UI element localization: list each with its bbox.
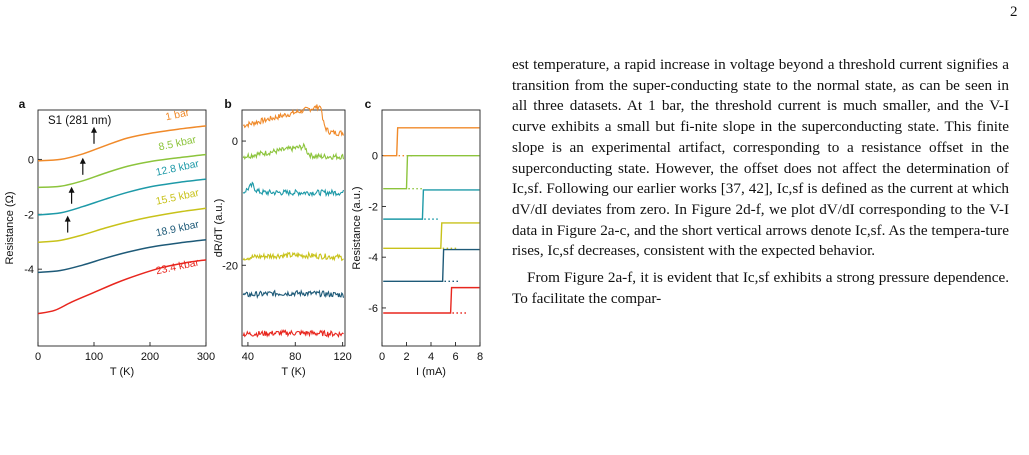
panel-a-series-label: 23.4 kbar bbox=[155, 256, 201, 277]
panel-c-ylabel: Resistance (a.u.) bbox=[351, 186, 363, 269]
panel-a-arrowhead bbox=[68, 186, 75, 193]
panel-b-curve bbox=[242, 288, 345, 299]
panel-b-ylabel: dR/dT (a.u.) bbox=[213, 199, 225, 258]
panel-c-step-curve bbox=[383, 189, 480, 220]
panel-a-xlabel: T (K) bbox=[110, 366, 134, 378]
panel-a-curve bbox=[37, 125, 207, 162]
panel-a-series-label: 18.9 kbar bbox=[155, 218, 201, 239]
panel-a-xtick-label: 0 bbox=[35, 351, 41, 363]
panel-c-xtick-label: 0 bbox=[379, 351, 385, 363]
panel-a-ylabel: Resistance (Ω) bbox=[4, 191, 16, 264]
panel-a-arrowhead bbox=[91, 126, 97, 133]
panel-b-curve bbox=[242, 250, 344, 262]
panel-c-xlabel: I (mA) bbox=[416, 366, 446, 378]
panel-b-xtick-label: 120 bbox=[333, 351, 351, 363]
panel-a-ytick-label: -4 bbox=[24, 264, 34, 276]
panel-c-xtick-label: 6 bbox=[452, 351, 458, 363]
page-number: 2 bbox=[1010, 4, 1018, 20]
panel-a-frame bbox=[37, 109, 207, 347]
panel-a-curve bbox=[37, 239, 207, 274]
panel-a-xtick-label: 100 bbox=[85, 351, 103, 363]
panel-c-xtick-label: 2 bbox=[403, 351, 409, 363]
panel-c-xtick-label: 8 bbox=[477, 351, 483, 363]
panel-a-xtick-label: 200 bbox=[141, 351, 159, 363]
panel-a-series-label: 15.5 kbar bbox=[155, 187, 201, 208]
panel-c-xtick-label: 4 bbox=[428, 351, 434, 363]
figure-2-panels: a S1 (281 nm) 0 100 200 300 0 -2 -4 T (K) Resistan… bbox=[0, 80, 505, 455]
panel-c-step-curve bbox=[383, 222, 480, 250]
panel-c-ytick-label: -6 bbox=[368, 303, 378, 315]
panel-a-ytick-label: 0 bbox=[28, 154, 34, 166]
panel-a-curve bbox=[37, 207, 207, 244]
panel-b-ytick-label: 0 bbox=[232, 136, 238, 148]
panel-b-curve bbox=[242, 104, 345, 137]
panel-a-sample-label: S1 (281 nm) bbox=[48, 115, 111, 127]
panel-a-series-label: 8.5 kbar bbox=[158, 134, 198, 154]
panel-c-letter: c bbox=[365, 97, 372, 111]
panel-c-ytick-label: 0 bbox=[372, 151, 378, 163]
panel-a-arrowhead bbox=[64, 215, 71, 222]
panel-a-curve bbox=[37, 153, 207, 189]
panel-b-curve bbox=[242, 181, 345, 198]
body-paragraph-2: From Figure 2a-f, it is evident that Ic,… bbox=[512, 269, 1009, 307]
panel-a-letter: a bbox=[19, 97, 26, 111]
panel-a-curve bbox=[37, 178, 207, 216]
panel-a-series-label: 1 bar bbox=[164, 107, 190, 124]
panel-b-curve bbox=[242, 329, 344, 339]
panel-a-arrowhead bbox=[79, 157, 86, 164]
panel-b-xlabel: T (K) bbox=[281, 366, 305, 378]
panel-c-ytick-label: -2 bbox=[368, 201, 378, 213]
panel-b-xtick-label: 80 bbox=[289, 351, 301, 363]
panel-b-xtick-label: 40 bbox=[242, 351, 254, 363]
panel-a-ytick-label: -2 bbox=[24, 209, 34, 221]
panel-c-step-curve bbox=[383, 127, 480, 157]
panel-c-step-curve bbox=[383, 154, 480, 190]
panel-c-step-curve bbox=[383, 248, 480, 282]
panel-b-ytick-label: -20 bbox=[222, 260, 238, 272]
panel-a-series-label: 12.8 kbar bbox=[155, 158, 201, 179]
panel-b-letter: b bbox=[224, 97, 231, 111]
panel-a-curve bbox=[37, 259, 207, 315]
body-paragraph-1: est temperature, a rapid increase in vol… bbox=[512, 56, 1009, 260]
panel-b-frame bbox=[241, 109, 346, 347]
panel-c-ytick-label: -4 bbox=[368, 252, 378, 264]
body-text: est temperature, a rapid increase in vol… bbox=[512, 55, 1009, 309]
panel-a-xtick-label: 300 bbox=[197, 351, 215, 363]
panel-c-step-curve bbox=[383, 286, 480, 314]
panel-b-curve bbox=[242, 142, 345, 161]
